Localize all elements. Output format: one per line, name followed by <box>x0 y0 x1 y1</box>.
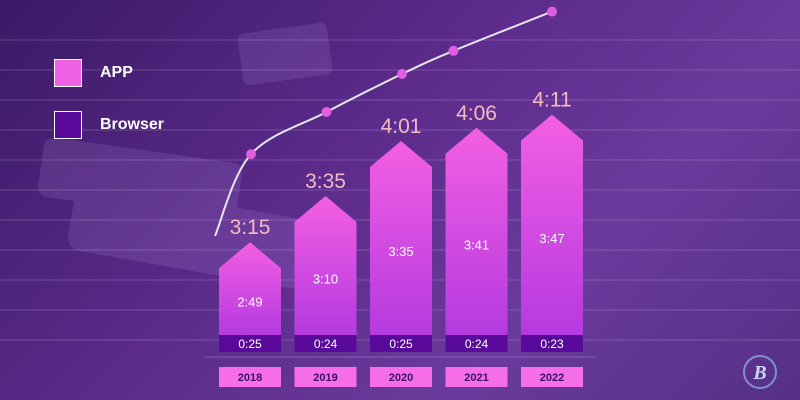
bar-app-2020 <box>370 141 432 335</box>
total-label-2021: 4:06 <box>456 102 497 125</box>
bar-browser-2019 <box>294 335 357 352</box>
x-tick-label-2018: 2018 <box>238 372 262 384</box>
legend: APP Browser <box>54 58 164 162</box>
bar-app-2022 <box>521 114 583 335</box>
trend-point-2019 <box>321 107 332 117</box>
trend-point-2021 <box>448 45 459 56</box>
year-label-bg-2019 <box>294 367 357 387</box>
x-tick-label-2022: 2022 <box>540 372 564 384</box>
data-label-app-2021: 3:41 <box>464 237 489 252</box>
bar-browser-2018 <box>219 335 281 352</box>
bar-app-2018 <box>219 242 281 335</box>
year-label-bg-2021 <box>445 367 508 387</box>
legend-label-app: APP <box>100 64 133 81</box>
svg-text:B: B <box>752 362 766 384</box>
trend-point-2020 <box>397 69 407 79</box>
bar-browser-2022 <box>521 335 583 352</box>
data-label-browser-2019: 0:24 <box>314 337 338 351</box>
data-label-app-2019: 3:10 <box>313 272 338 287</box>
bar-browser-2020 <box>370 335 432 352</box>
bar-app-2021 <box>445 127 508 335</box>
year-label-bg-2022 <box>521 367 583 387</box>
trend-point-2018 <box>246 149 256 160</box>
total-label-2022: 4:11 <box>532 89 571 112</box>
data-label-app-2018: 2:49 <box>237 295 262 310</box>
total-label-2019: 3:35 <box>305 170 346 193</box>
trend-line <box>214 10 553 237</box>
data-label-app-2020: 3:35 <box>388 244 413 259</box>
data-label-browser-2022: 0:23 <box>540 337 564 351</box>
total-label-2018: 3:15 <box>230 216 271 239</box>
brand-logo-icon: B <box>743 355 777 389</box>
bar-app-2019 <box>294 196 357 335</box>
trend-point-2022 <box>547 6 557 17</box>
x-tick-label-2021: 2021 <box>464 372 488 384</box>
total-label-2020: 4:01 <box>381 115 422 138</box>
legend-swatch-app <box>54 59 82 87</box>
legend-item-browser: Browser <box>54 110 164 140</box>
legend-label-browser: Browser <box>100 116 165 133</box>
data-label-browser-2018: 0:25 <box>238 337 262 351</box>
x-tick-label-2019: 2019 <box>313 372 337 384</box>
year-label-bg-2018 <box>219 367 281 387</box>
year-label-bg-2020 <box>370 367 432 387</box>
x-tick-label-2020: 2020 <box>389 372 413 384</box>
data-label-browser-2020: 0:25 <box>389 337 413 351</box>
bar-browser-2021 <box>445 335 508 352</box>
legend-swatch-browser <box>54 111 82 139</box>
data-label-app-2022: 3:47 <box>539 231 564 246</box>
data-label-browser-2021: 0:24 <box>465 337 489 351</box>
legend-item-app: APP <box>54 58 164 88</box>
